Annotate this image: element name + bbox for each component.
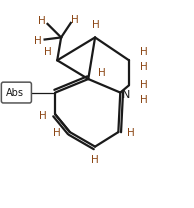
Text: H: H	[91, 155, 99, 165]
Text: H: H	[127, 128, 135, 138]
Text: H: H	[92, 20, 100, 30]
FancyBboxPatch shape	[1, 82, 31, 103]
Text: H: H	[38, 16, 46, 26]
Text: H: H	[140, 80, 147, 90]
Text: H: H	[44, 47, 51, 57]
Text: Abs: Abs	[6, 88, 23, 98]
Text: H: H	[53, 128, 61, 138]
Text: H: H	[140, 47, 147, 57]
Text: H: H	[140, 62, 147, 72]
Text: H: H	[140, 95, 147, 105]
Text: N: N	[122, 90, 131, 100]
Text: H: H	[34, 36, 42, 46]
Text: H: H	[39, 111, 47, 121]
Text: H: H	[71, 15, 79, 25]
Text: H: H	[98, 68, 106, 78]
